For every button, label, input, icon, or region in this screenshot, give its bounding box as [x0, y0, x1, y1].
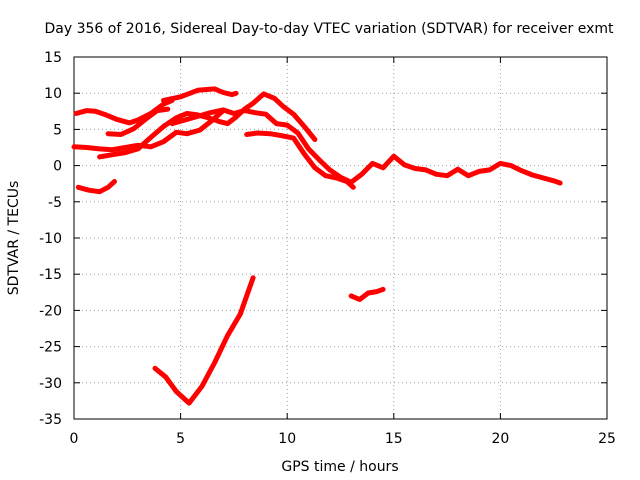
series-line-pass-h	[244, 130, 356, 190]
y-tick-label: -10	[39, 231, 62, 247]
chart-title: Day 356 of 2016, Sidereal Day-to-day VTE…	[45, 21, 615, 37]
series-line-pass-c	[161, 86, 239, 103]
y-tick-label: -30	[39, 376, 62, 392]
x-tick-label: 15	[385, 431, 403, 447]
series-line-pass-a	[75, 179, 117, 195]
y-axis-label: SDTVAR / TECUs	[6, 181, 22, 296]
x-axis-label: GPS time / hours	[281, 459, 398, 475]
y-tick-label: -15	[39, 267, 62, 283]
y-tick-label: -35	[39, 412, 62, 428]
x-tick-label: 5	[176, 431, 185, 447]
x-tick-label: 20	[491, 431, 509, 447]
series-group	[71, 86, 563, 406]
grid	[74, 57, 607, 419]
y-tick-label: -5	[48, 195, 62, 211]
y-axis: 15 10 5 0 -5 -10 -15 -20 -25 -30 -35	[39, 50, 607, 428]
series-line-pass-e	[71, 108, 226, 153]
series-line-pass-g	[169, 107, 563, 186]
y-tick-label: 5	[53, 122, 62, 138]
y-tick-label: 10	[44, 86, 62, 102]
x-axis: 0 5 10 15 20 25	[70, 57, 616, 447]
series-line-pass-i	[152, 275, 256, 406]
y-tick-label: -20	[39, 303, 62, 319]
series-line-pass-j	[348, 286, 386, 302]
y-tick-label: -25	[39, 340, 62, 356]
x-tick-label: 10	[278, 431, 296, 447]
series-line-pass-f	[97, 91, 318, 160]
series-line-pass-d	[105, 106, 171, 137]
x-tick-label: 0	[70, 431, 79, 447]
y-tick-label: 15	[44, 50, 62, 66]
x-tick-label: 25	[598, 431, 616, 447]
y-tick-label: 0	[53, 159, 62, 175]
